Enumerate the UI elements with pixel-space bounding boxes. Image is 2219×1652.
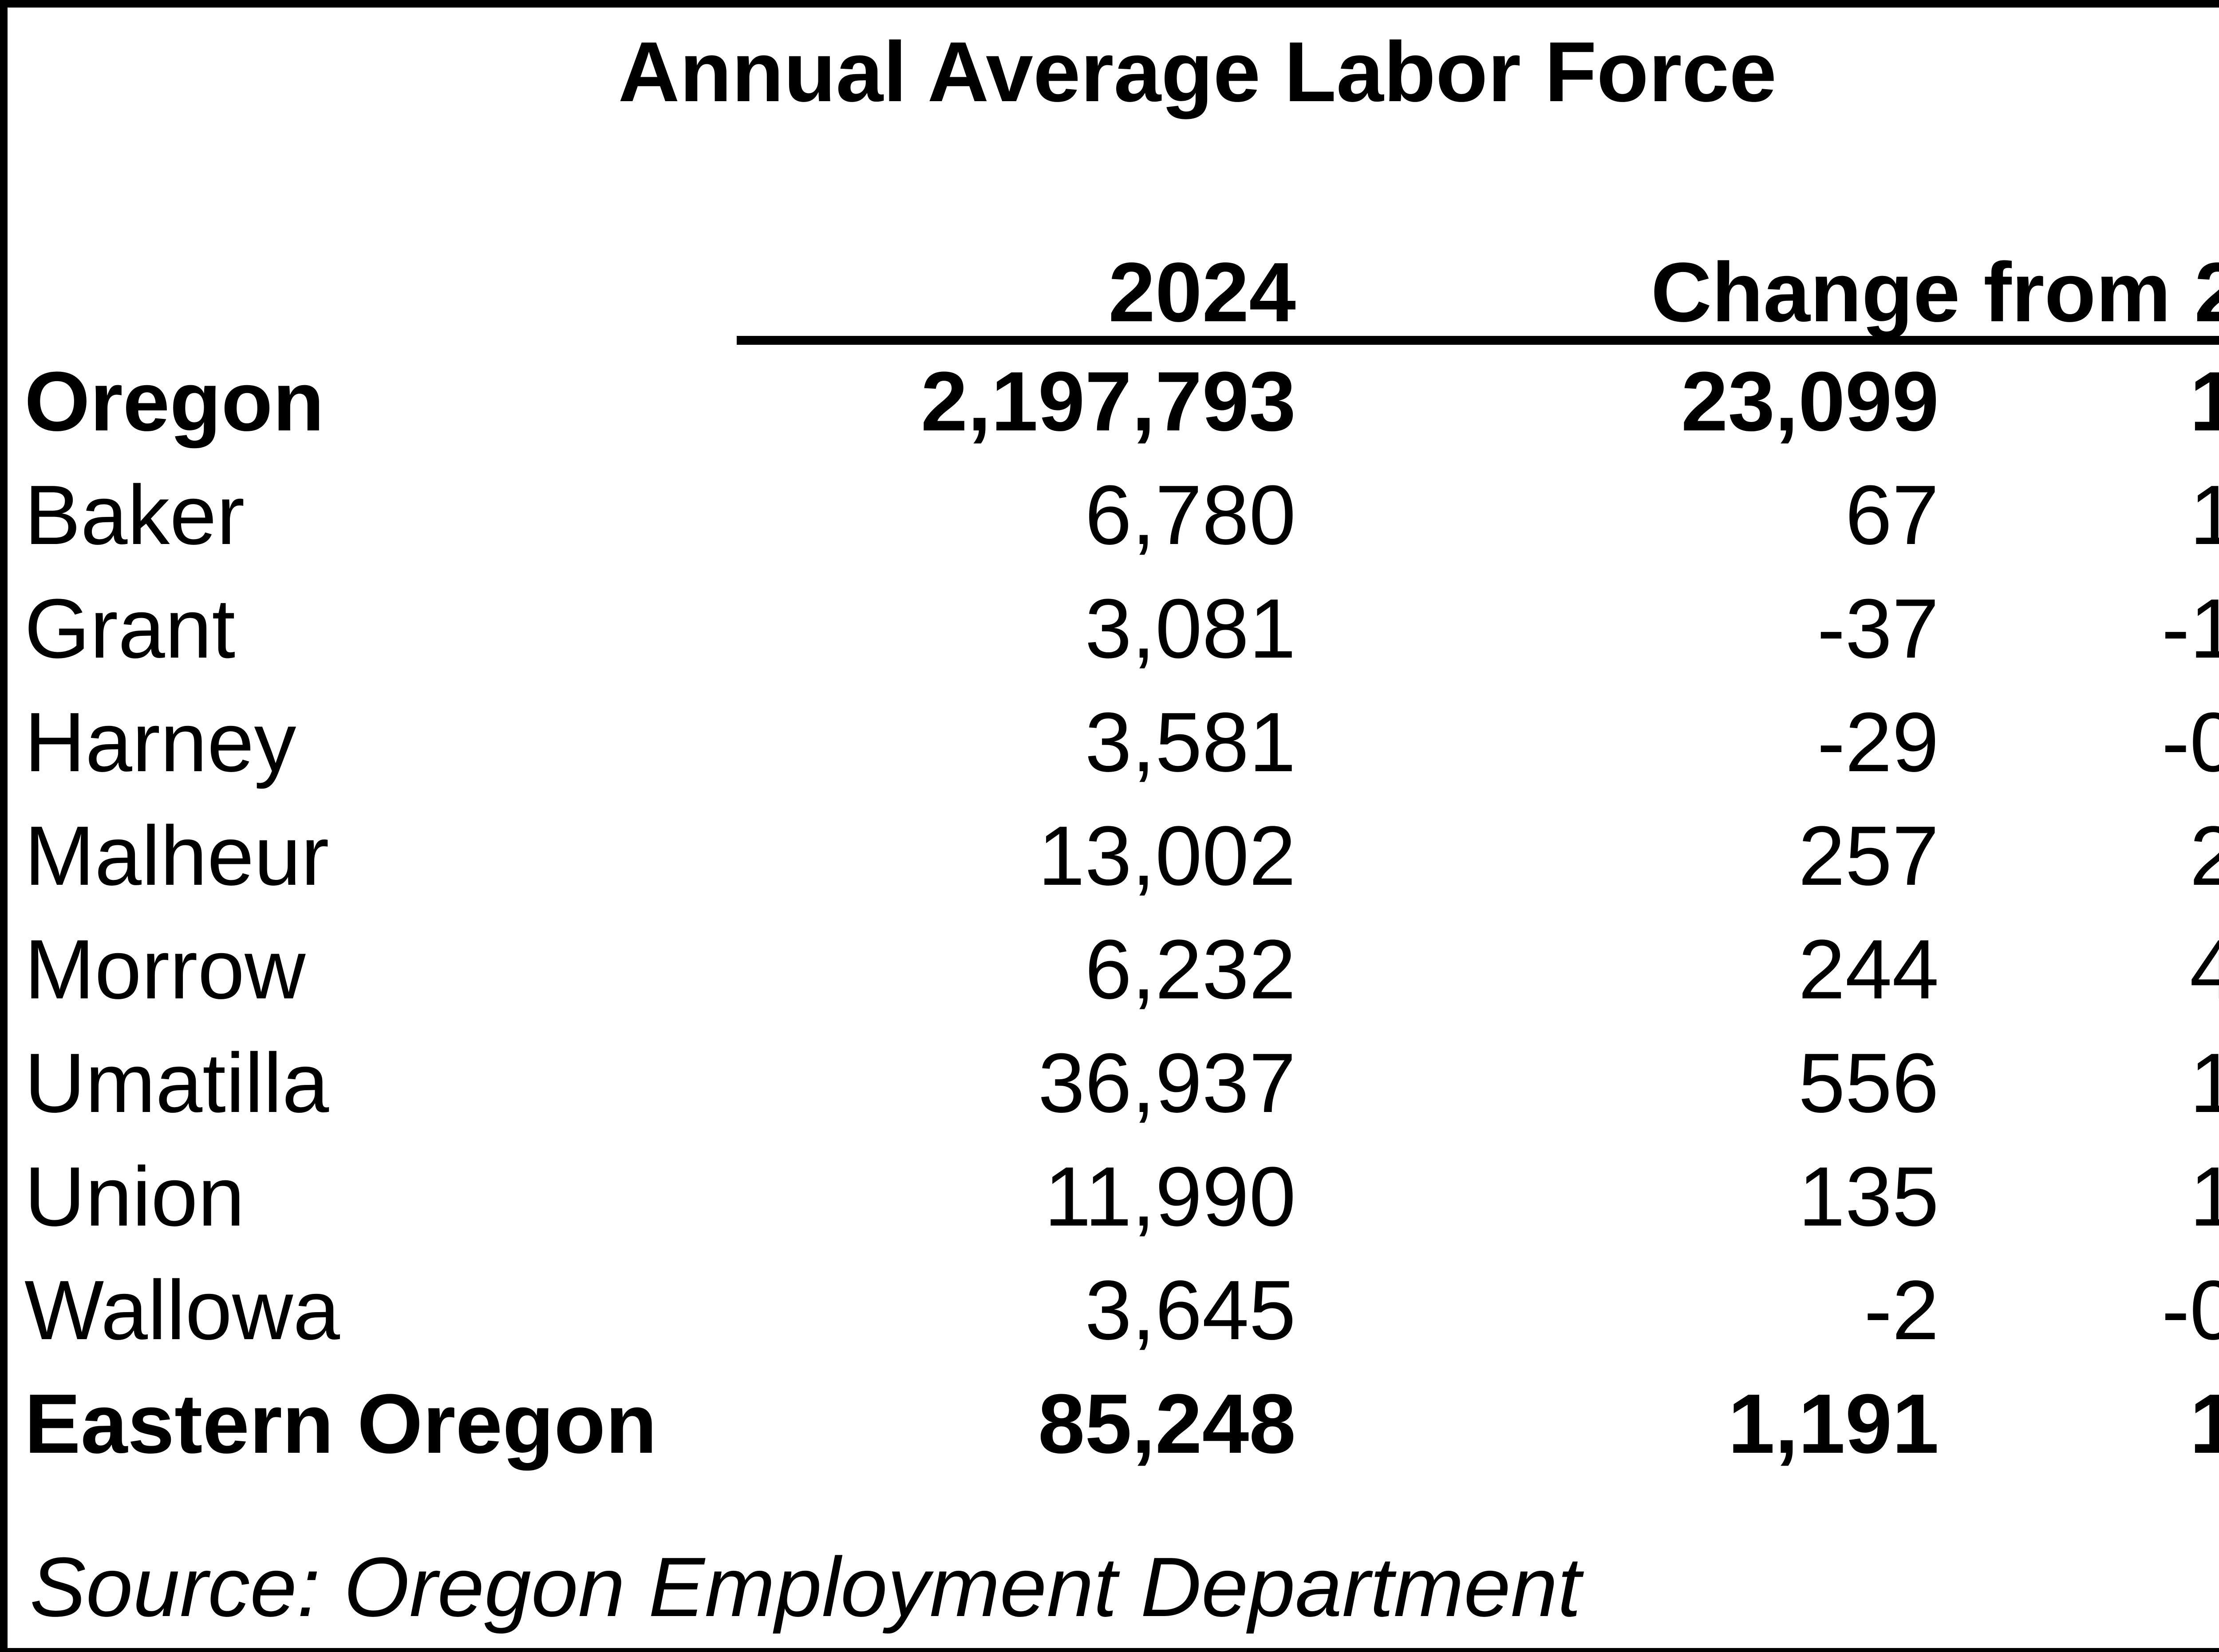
change-from-2023-value: 1,191 [1728, 1377, 1939, 1471]
percent-change-value: -0.8% [2161, 695, 2219, 789]
labor-force-2024-value: 3,645 [1085, 1263, 1296, 1357]
percent-change-value: 1.5% [1939, 1026, 2219, 1140]
percent-change-value: 4.1% [1939, 913, 2219, 1026]
area-label: Harney [24, 695, 296, 789]
area-label: Eastern Oregon [24, 1377, 657, 1471]
percent-change-value: 2.0% [1939, 799, 2219, 913]
percent-change-value: 1.4% [1939, 1367, 2219, 1481]
percent-change-value: 1.1% [1939, 345, 2219, 458]
table-row: Union 11,990 1351.1% [8, 1140, 2219, 1254]
table-row: Eastern Oregon 85,248 1,1911.4% [8, 1367, 2219, 1481]
table-row: Grant 3,081 -37 -1.2% [8, 572, 2219, 686]
table-row: Baker 6,780 671.0% [8, 458, 2219, 572]
table-body: Oregon2,197,79323,0991.1%Baker6,780671.0… [8, 345, 2219, 1481]
percent-change-value: -0.1% [2161, 1263, 2219, 1357]
table-row: Umatilla 36,937 5561.5% [8, 1026, 2219, 1140]
change-from-2023-value: 244 [1798, 923, 1939, 1017]
area-label: Wallowa [24, 1263, 340, 1357]
header-row: 2024 Change from 2023 [8, 249, 2219, 345]
change-from-2023-value: 135 [1798, 1150, 1939, 1244]
area-label: Baker [24, 468, 245, 562]
change-from-2023-value: -29 [1817, 695, 1939, 789]
change-from-2023-value: 23,099 [1681, 355, 1939, 449]
table-row: Morrow 6,232 2444.1% [8, 913, 2219, 1026]
area-label: Grant [24, 582, 236, 676]
table-title: Annual Average Labor Force [618, 24, 1777, 119]
labor-force-2024-value: 6,780 [1085, 468, 1296, 562]
labor-force-2024-value: 6,232 [1085, 923, 1296, 1017]
change-from-2023-value: 257 [1798, 809, 1939, 903]
table-row: Harney 3,581 -29 -0.8% [8, 686, 2219, 799]
labor-force-2024-value: 2,197,793 [920, 355, 1296, 449]
area-label: Malheur [24, 809, 329, 903]
labor-force-2024-value: 3,581 [1085, 695, 1296, 789]
header-year-2024: 2024 [737, 249, 1296, 345]
area-label: Union [24, 1150, 245, 1244]
labor-force-2024-value: 13,002 [1038, 809, 1296, 903]
area-label: Oregon [24, 355, 324, 449]
labor-force-2024-value: 85,248 [1038, 1377, 1296, 1471]
area-label: Morrow [24, 923, 306, 1017]
table-row: Wallowa 3,645 -2 -0.1% [8, 1254, 2219, 1367]
labor-force-2024-value: 36,937 [1038, 1036, 1296, 1130]
header-area-empty-cell [8, 249, 737, 345]
source-note: Source: Oregon Employment Department [30, 1540, 1581, 1634]
table-row: Malheur 13,002 2572.0% [8, 799, 2219, 913]
percent-change-value: 1.0% [1939, 458, 2219, 572]
percent-change-value: -1.2% [2161, 582, 2219, 676]
labor-force-table: 2024 Change from 2023 Oregon 2,197,793 23,… [8, 249, 2219, 1481]
table-row: Oregon 2,197,793 23,0991.1% [8, 345, 2219, 458]
labor-force-2024-value: 11,990 [1044, 1150, 1296, 1244]
change-from-2023-value: -37 [1817, 582, 1939, 676]
header-change-from-2023: Change from 2023 [1296, 249, 2219, 345]
change-from-2023-value: -2 [1864, 1263, 1939, 1357]
area-label: Umatilla [24, 1036, 329, 1130]
change-from-2023-value: 67 [1845, 468, 1939, 562]
percent-change-value: 1.1% [1939, 1140, 2219, 1254]
labor-force-2024-value: 3,081 [1085, 582, 1296, 676]
change-from-2023-value: 556 [1798, 1036, 1939, 1130]
